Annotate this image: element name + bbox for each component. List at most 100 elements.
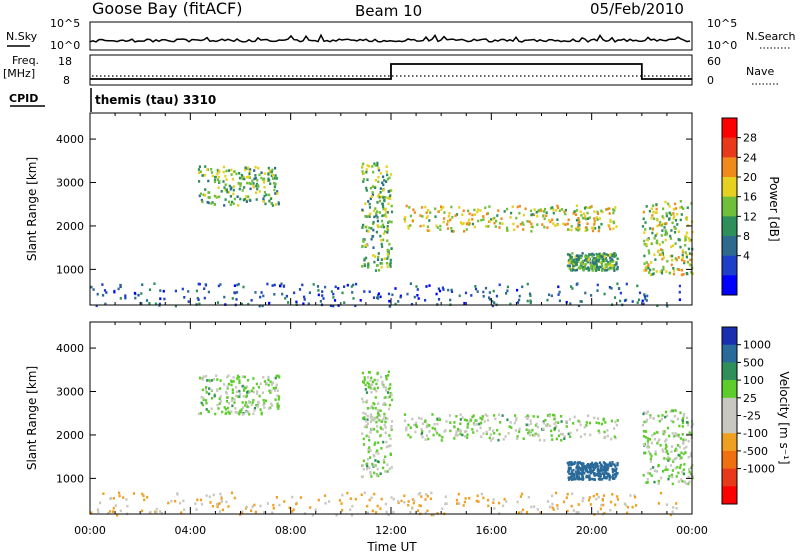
range-cell xyxy=(233,496,236,500)
range-cell xyxy=(514,414,517,417)
range-cell xyxy=(468,218,471,222)
range-cell xyxy=(667,477,670,481)
range-cell xyxy=(525,428,528,432)
range-cell xyxy=(243,197,246,201)
range-cell xyxy=(119,297,122,300)
range-cell xyxy=(613,252,616,256)
range-cell xyxy=(505,500,508,503)
range-cell xyxy=(271,284,274,287)
range-cell xyxy=(368,446,371,449)
range-cell xyxy=(643,295,646,298)
range-cell xyxy=(246,391,249,394)
range-cell xyxy=(382,417,385,421)
range-cell xyxy=(437,298,441,301)
range-cell xyxy=(143,498,146,502)
range-cell xyxy=(224,408,227,411)
range-cell xyxy=(573,262,576,266)
frequency-series xyxy=(90,63,692,80)
range-cell xyxy=(418,492,422,495)
range-cell xyxy=(682,414,685,417)
range-cell xyxy=(535,210,538,214)
range-cell xyxy=(586,222,589,225)
range-cell xyxy=(377,225,380,228)
range-cell xyxy=(552,211,555,215)
freq-right-label: Nave xyxy=(746,65,774,78)
range-cell xyxy=(155,511,158,514)
range-cell xyxy=(601,255,604,258)
range-cell xyxy=(579,472,582,475)
range-cell xyxy=(672,269,676,272)
colorbar-cell xyxy=(722,415,737,434)
range-cell xyxy=(667,456,670,459)
range-cell xyxy=(235,172,238,176)
range-cell xyxy=(658,223,661,227)
range-cell xyxy=(642,443,645,446)
range-cell xyxy=(362,443,366,446)
range-cell xyxy=(237,182,240,185)
range-cell xyxy=(612,227,615,230)
range-cell xyxy=(223,383,226,386)
range-cell xyxy=(443,217,446,220)
range-cell xyxy=(389,444,392,447)
range-cell xyxy=(411,219,414,223)
range-cell xyxy=(239,182,242,185)
range-cell xyxy=(376,425,379,428)
range-cell xyxy=(246,181,249,185)
range-cell xyxy=(240,511,244,515)
range-cell xyxy=(666,414,669,418)
range-cell xyxy=(333,299,337,302)
colorbar-cell xyxy=(722,196,737,217)
range-cell xyxy=(407,433,410,437)
range-cell xyxy=(545,214,548,217)
range-cell xyxy=(616,282,619,286)
range-cell xyxy=(485,212,489,216)
range-cell xyxy=(592,257,596,260)
range-cell xyxy=(380,195,383,199)
range-cell xyxy=(298,288,302,291)
range-cell xyxy=(273,389,277,392)
range-cell xyxy=(577,304,581,308)
range-cell xyxy=(428,229,431,232)
range-cell xyxy=(437,287,440,291)
range-cell xyxy=(200,401,203,405)
range-cell xyxy=(596,469,599,473)
range-cell xyxy=(386,417,389,420)
range-cell xyxy=(677,256,680,259)
range-cell xyxy=(486,414,489,418)
range-cell xyxy=(231,391,234,394)
range-cell xyxy=(176,492,179,495)
range-cell xyxy=(380,447,383,450)
range-cell xyxy=(680,205,683,209)
range-cell xyxy=(259,382,262,386)
range-cell xyxy=(605,467,608,470)
range-cell xyxy=(365,256,368,260)
range-cell xyxy=(376,467,379,471)
range-cell xyxy=(388,196,391,199)
range-cell xyxy=(182,499,185,503)
range-cell xyxy=(669,237,672,240)
range-cell xyxy=(464,497,467,500)
range-cell xyxy=(432,513,435,517)
range-cell xyxy=(506,418,509,422)
time-axis: 00:00 04:00 08:00 12:00 16:00 20:00 00:00 xyxy=(74,524,708,537)
range-cell xyxy=(647,450,650,453)
range-cell xyxy=(614,206,617,209)
range-cell xyxy=(205,374,208,378)
range-cell xyxy=(277,404,280,408)
range-cell xyxy=(448,414,452,417)
range-cell xyxy=(240,173,243,177)
range-cell xyxy=(517,511,520,514)
range-cell xyxy=(611,470,614,474)
range-cell xyxy=(372,296,376,299)
range-cell xyxy=(370,475,373,478)
range-cell xyxy=(577,463,580,466)
range-cell xyxy=(679,463,682,467)
range-cell xyxy=(458,206,461,209)
range-cell xyxy=(597,467,600,471)
range-cell xyxy=(388,299,391,303)
range-cell xyxy=(529,299,532,303)
range-cell xyxy=(388,467,391,471)
range-cell xyxy=(587,217,590,220)
range-cell xyxy=(592,466,595,470)
range-cell xyxy=(410,507,414,510)
